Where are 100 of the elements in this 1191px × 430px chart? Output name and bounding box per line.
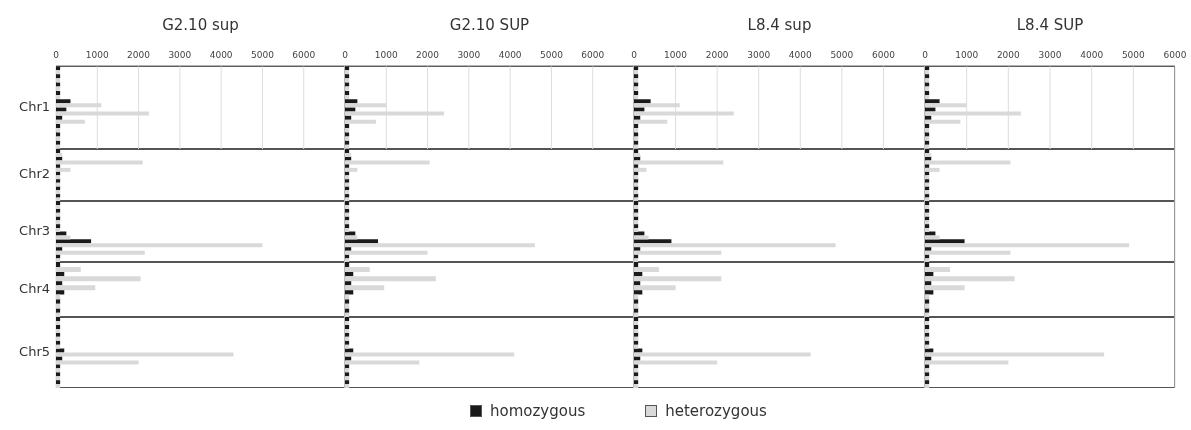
bar	[925, 99, 940, 104]
x-tick-label: 0	[53, 50, 60, 60]
bar	[345, 208, 350, 213]
y-axis-title: Chr5	[18, 343, 50, 359]
bar	[634, 208, 639, 213]
bar	[634, 364, 639, 369]
bar	[634, 372, 639, 377]
x-tick-label: 2000	[127, 50, 151, 60]
bar	[925, 289, 934, 295]
bar	[634, 124, 639, 129]
x-tick-label: 3000	[747, 50, 771, 60]
bar	[634, 340, 639, 345]
bar	[925, 208, 930, 213]
bar	[345, 82, 350, 87]
bar	[345, 107, 356, 112]
bar	[925, 231, 936, 236]
bar	[925, 324, 930, 329]
bar	[56, 107, 67, 112]
bar	[345, 163, 350, 168]
bar	[634, 107, 645, 112]
bar	[634, 324, 639, 329]
bar	[345, 124, 350, 129]
bar	[56, 324, 61, 329]
bar	[634, 90, 639, 95]
bar	[925, 74, 930, 79]
bar	[925, 115, 932, 120]
bar	[345, 364, 350, 369]
bar	[56, 132, 61, 137]
bar	[634, 380, 639, 385]
x-tick-label: 5000	[830, 50, 854, 60]
x-tick-label: 1000	[85, 50, 110, 60]
bar	[925, 140, 930, 145]
bar	[634, 115, 641, 120]
x-tick-label: 4000	[209, 50, 233, 60]
bar	[345, 340, 350, 345]
x-tick-label: 1000	[374, 50, 399, 60]
y-axis-title: Chr3	[18, 222, 50, 238]
bar	[925, 132, 930, 137]
bar	[634, 99, 651, 104]
bar	[345, 324, 350, 329]
bar	[56, 140, 61, 145]
bar	[634, 132, 639, 137]
bar	[345, 99, 358, 104]
bar	[925, 163, 930, 168]
bar	[634, 246, 641, 251]
bar	[634, 140, 639, 145]
bar	[56, 239, 92, 244]
x-tick-label: 3000	[457, 50, 481, 60]
bar	[56, 90, 61, 95]
bar	[345, 246, 352, 251]
x-tick-label: 1000	[664, 50, 688, 60]
x-tick-label: 0	[342, 50, 349, 60]
x-tick-label: 0	[922, 50, 929, 60]
bar	[345, 380, 350, 385]
x-tick-label: 1000	[955, 50, 979, 60]
legend-label: heterozygous	[665, 402, 767, 420]
y-axis-title: Chr1	[18, 98, 50, 114]
x-tick-label: 4000	[498, 50, 522, 60]
bar	[925, 107, 936, 112]
bar	[925, 340, 930, 345]
bar	[345, 140, 350, 145]
x-tick-label: 2000	[705, 50, 729, 60]
bar	[925, 239, 965, 244]
x-tick-label: 6000	[871, 50, 896, 60]
bar	[56, 289, 65, 295]
bar	[345, 289, 354, 295]
x-tick-label: 3000	[168, 50, 192, 60]
bar	[925, 124, 930, 129]
x-tick-label: 5000	[250, 50, 275, 60]
x-tick-label: 2000	[416, 50, 440, 60]
bar	[56, 115, 63, 120]
bar	[345, 90, 350, 95]
bar	[56, 340, 61, 345]
x-tick-label: 6000	[581, 50, 605, 60]
chart-title: L8.4 SUP	[1015, 16, 1085, 34]
y-axis-title: Chr4	[18, 280, 50, 296]
bar	[345, 332, 350, 337]
x-tick-label: 6000	[292, 50, 316, 60]
bar	[925, 82, 930, 87]
bar	[56, 348, 65, 353]
bar	[345, 231, 356, 236]
bar	[56, 74, 61, 79]
bar	[345, 132, 350, 137]
bar	[345, 372, 350, 377]
bar	[634, 163, 639, 168]
bar	[56, 380, 61, 385]
bar	[345, 348, 354, 353]
bar	[56, 246, 63, 251]
chart-title: L8.4 sup	[746, 16, 813, 34]
bar	[925, 364, 930, 369]
bar	[56, 124, 61, 129]
bar	[345, 239, 379, 244]
bar	[56, 372, 61, 377]
bar	[345, 115, 352, 120]
bar	[925, 348, 934, 353]
bar	[56, 99, 71, 104]
bar	[634, 348, 643, 353]
bar	[634, 82, 639, 87]
x-tick-label: 6000	[1163, 50, 1187, 60]
legend-label: homozygous	[490, 402, 586, 420]
